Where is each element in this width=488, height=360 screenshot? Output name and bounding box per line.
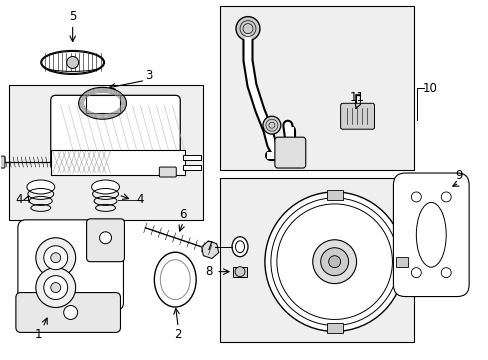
Ellipse shape [232, 237, 247, 257]
Circle shape [100, 232, 111, 244]
FancyBboxPatch shape [51, 95, 180, 170]
Circle shape [236, 17, 260, 41]
FancyBboxPatch shape [159, 167, 176, 177]
Bar [183, 165, 201, 170]
Text: 8: 8 [205, 265, 213, 278]
Circle shape [36, 268, 76, 307]
Text: 4: 4 [15, 193, 22, 206]
FancyBboxPatch shape [0, 156, 5, 168]
Text: 10: 10 [422, 82, 436, 95]
Bar [233, 267, 246, 276]
FancyBboxPatch shape [393, 173, 468, 297]
Text: 3: 3 [144, 69, 152, 82]
Circle shape [263, 116, 280, 134]
Circle shape [36, 238, 76, 278]
FancyBboxPatch shape [18, 220, 123, 310]
Bar [183, 155, 201, 160]
Text: 1: 1 [35, 328, 42, 341]
Circle shape [44, 246, 67, 270]
Text: 4: 4 [136, 193, 144, 206]
Circle shape [320, 248, 348, 276]
Bar [220, 178, 413, 342]
Bar [326, 323, 342, 333]
FancyBboxPatch shape [86, 219, 124, 262]
Polygon shape [201, 241, 218, 258]
Circle shape [63, 306, 78, 319]
Ellipse shape [27, 180, 55, 194]
Text: 7: 7 [205, 240, 213, 253]
Circle shape [51, 283, 61, 293]
FancyBboxPatch shape [16, 293, 120, 332]
Text: 5: 5 [69, 10, 76, 23]
Circle shape [328, 256, 340, 268]
Bar [396, 257, 407, 267]
Text: 6: 6 [179, 208, 186, 221]
Text: 11: 11 [349, 91, 365, 104]
Circle shape [44, 276, 67, 300]
FancyBboxPatch shape [274, 137, 305, 168]
Circle shape [235, 267, 244, 276]
Circle shape [312, 240, 356, 284]
Bar [9, 85, 203, 220]
Bar [51, 150, 185, 175]
Ellipse shape [41, 51, 103, 73]
FancyBboxPatch shape [340, 103, 374, 129]
Circle shape [51, 253, 61, 263]
Bar [85, 95, 120, 113]
Circle shape [264, 192, 404, 332]
Bar [220, 6, 413, 170]
Text: 9: 9 [454, 168, 462, 181]
Circle shape [66, 57, 79, 68]
Ellipse shape [91, 180, 119, 194]
Bar [326, 190, 342, 200]
Text: 2: 2 [174, 328, 182, 341]
